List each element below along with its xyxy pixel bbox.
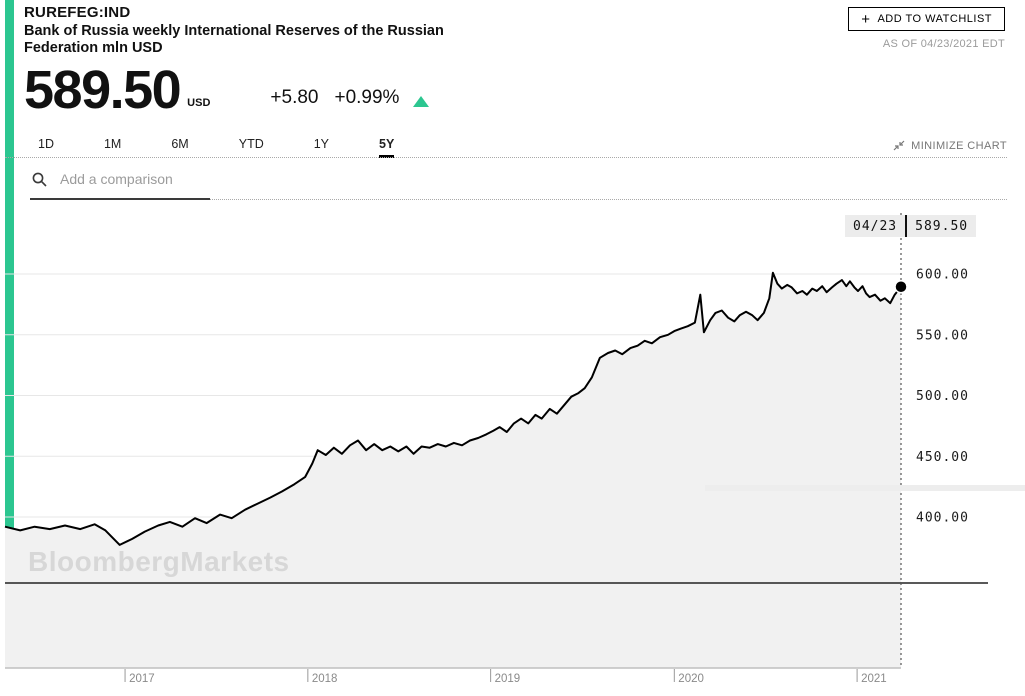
- area-fill: [5, 272, 901, 668]
- add-to-watchlist-label: ADD TO WATCHLIST: [877, 13, 992, 25]
- tab-5y[interactable]: 5Y: [379, 137, 395, 158]
- tab-1m[interactable]: 1M: [103, 137, 122, 151]
- chart-region: 600.00 550.00 500.00 450.00 400.00 2017 2018 20…: [0, 205, 1025, 696]
- comparison-underline: [30, 198, 210, 200]
- price-line: [4, 271, 902, 546]
- up-arrow-icon: [413, 96, 430, 107]
- security-description: Bank of Russia weekly International Rese…: [24, 23, 444, 57]
- tab-1d[interactable]: 1D: [38, 137, 54, 151]
- last-point-marker: [894, 280, 908, 294]
- separator-dotted-top: [5, 157, 1007, 158]
- accent-bar: [5, 0, 14, 533]
- crosshair-value: 589.50: [907, 215, 977, 237]
- y-axis-label: 400.00: [916, 511, 969, 526]
- bottom-scroll-strip: [705, 485, 1025, 491]
- watermark: BloombergMarkets: [28, 546, 290, 577]
- crosshair-date: 04/23: [845, 215, 906, 237]
- y-axis-label: 600.00: [916, 268, 969, 283]
- last-price: 589.50: [24, 60, 182, 120]
- price-change: +5.80: [270, 87, 319, 108]
- y-axis-label: 450.00: [916, 450, 969, 465]
- minimize-chart-label: MINIMIZE CHART: [911, 140, 1007, 152]
- security-description-line1: Bank of Russia weekly International Rese…: [24, 23, 444, 39]
- as-of-timestamp: AS OF 04/23/2021 EDT: [882, 38, 1005, 50]
- time-range-tabs: 1D 1M 6M YTD 1Y 5Y: [38, 137, 395, 158]
- x-tick-label: 2018: [312, 673, 338, 685]
- y-axis-label: 500.00: [916, 389, 969, 404]
- add-comparison-input[interactable]: [58, 170, 232, 188]
- quote-row: 589.50 USD +5.80 +0.99%: [24, 60, 430, 120]
- minimize-icon: [893, 140, 905, 151]
- x-tick-label: 2019: [495, 673, 521, 685]
- tab-6m[interactable]: 6M: [171, 137, 189, 151]
- minimize-chart-button[interactable]: MINIMIZE CHART: [893, 140, 1007, 152]
- comparison-search: [31, 170, 232, 188]
- tab-1y[interactable]: 1Y: [313, 137, 330, 151]
- add-to-watchlist-button[interactable]: + ADD TO WATCHLIST: [848, 7, 1005, 31]
- ticker-symbol: RUREFEG:IND: [24, 4, 131, 21]
- search-icon: [32, 172, 47, 187]
- x-tick-label: 2021: [861, 673, 887, 685]
- price-change-percent: +0.99%: [334, 87, 400, 108]
- crosshair-tooltip: 04/23 589.50: [845, 215, 977, 237]
- price-chart[interactable]: 600.00 550.00 500.00 450.00 400.00 2017 2018 20…: [0, 205, 1025, 696]
- x-tick-label: 2017: [129, 673, 155, 685]
- currency-label: USD: [187, 97, 211, 109]
- tab-ytd[interactable]: YTD: [238, 137, 264, 151]
- y-axis-label: 550.00: [916, 328, 969, 343]
- plus-icon: +: [861, 10, 871, 28]
- separator-dotted-bottom: [210, 199, 1007, 200]
- security-description-line2: Federation mln USD: [24, 40, 163, 56]
- crosshair-divider: [905, 215, 908, 237]
- x-tick-label: 2020: [678, 673, 704, 685]
